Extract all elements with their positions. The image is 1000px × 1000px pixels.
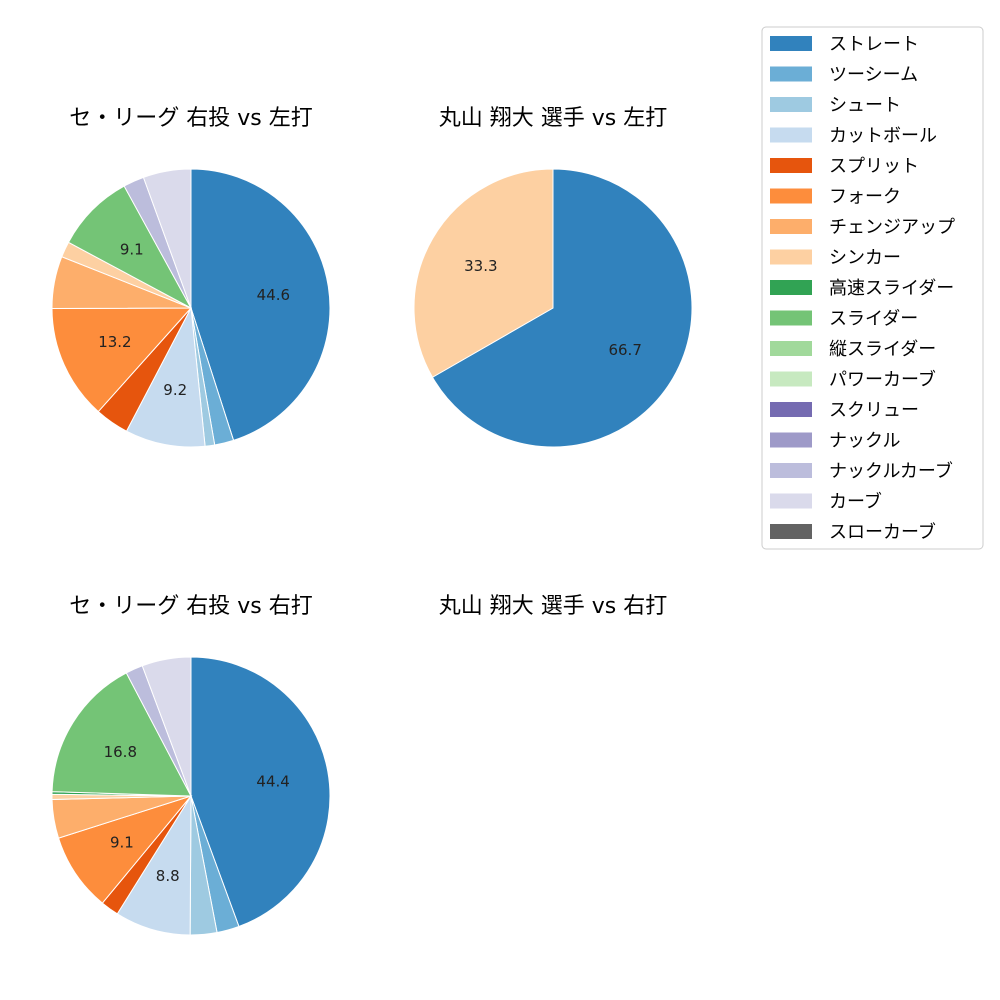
legend-swatch-10 — [770, 310, 812, 326]
legend-swatch-6 — [770, 188, 812, 204]
legend-label-16: カーブ — [829, 491, 882, 513]
legend-swatch-13 — [770, 402, 812, 417]
pie-slices-2: 66.7 33.3 — [413, 168, 693, 448]
pie-slice-2-1 — [431, 168, 693, 448]
pie-chart-3: セ・リーグ 右投 vs 右打 44.4 8.8 9.1 16.8 — [51, 594, 331, 936]
pie-slice-3-10 — [51, 672, 192, 797]
chart-title-4: 丸山 翔大 選手 vs 右打 — [439, 594, 667, 619]
legend-frame — [761, 26, 984, 550]
legend-label-5: スプリット — [829, 156, 919, 177]
legend-label-9: 高速スライダー — [829, 278, 954, 299]
legend: ストレートツーシームシュートカットボールスプリットフォークチェンジアップシンカー… — [761, 26, 984, 550]
legend-label-10: スライダー — [829, 309, 918, 330]
legend-label-8: シンカー — [829, 248, 901, 269]
slice-label-3-10: 16.8 — [104, 743, 137, 761]
legend-label-12: パワーカーブ — [829, 369, 936, 391]
legend-swatch-15 — [770, 463, 812, 478]
legend-swatch-11 — [770, 341, 812, 356]
legend-label-14: ナックル — [829, 431, 900, 452]
pie-slice-1-9 — [67, 185, 193, 310]
slice-label-1-1: 44.6 — [257, 286, 290, 304]
legend-swatch-2 — [770, 66, 812, 82]
legend-label-7: チェンジアップ — [829, 217, 955, 238]
slice-label-1-9: 9.1 — [120, 240, 144, 258]
legend-swatch-8 — [770, 249, 812, 265]
legend-swatch-1 — [770, 36, 812, 51]
legend-label-13: スクリュー — [829, 400, 919, 421]
pie-chart-1: セ・リーグ 右投 vs 左打 44.6 9.2 13.2 9.1 — [51, 106, 331, 448]
pie-slice-1-1 — [190, 168, 331, 441]
legend-swatch-14 — [770, 432, 812, 448]
legend-label-1: ストレート — [829, 34, 919, 55]
legend-items: ストレートツーシームシュートカットボールスプリットフォークチェンジアップシンカー… — [770, 34, 955, 543]
legend-label-4: カットボール — [829, 126, 937, 147]
slice-label-3-1: 44.4 — [256, 772, 289, 790]
legend-swatch-4 — [770, 127, 812, 143]
legend-label-11: 縦スライダー — [829, 339, 936, 360]
chart-title-2: 丸山 翔大 選手 vs 左打 — [439, 106, 667, 131]
pie-slice-1-6 — [51, 307, 193, 413]
chart-title-3: セ・リーグ 右投 vs 右打 — [69, 594, 312, 619]
legend-swatch-12 — [770, 371, 812, 387]
legend-swatch-5 — [770, 158, 812, 173]
pie-chart-4: 丸山 翔大 選手 vs 右打 — [439, 594, 667, 619]
legend-swatch-9 — [770, 280, 812, 295]
slice-label-2-1: 66.7 — [608, 341, 641, 359]
legend-label-3: シュート — [829, 95, 901, 116]
legend-label-6: フォーク — [829, 187, 901, 208]
pie-slice-1-4 — [125, 306, 206, 448]
slice-label-3-6: 9.1 — [110, 834, 134, 852]
legend-swatch-17 — [770, 524, 812, 539]
slice-label-3-4: 8.8 — [156, 867, 180, 885]
pie-slice-3-1 — [190, 656, 331, 928]
legend-label-17: スローカーブ — [829, 521, 936, 543]
pie-slice-1-11 — [142, 168, 192, 309]
pie-chart-2: 丸山 翔大 選手 vs 左打 66.7 33.3 — [413, 106, 693, 448]
legend-label-2: ツーシーム — [829, 65, 918, 86]
pie-slices-3: 44.4 8.8 9.1 16.8 — [51, 656, 331, 936]
legend-swatch-16 — [770, 493, 812, 509]
slice-label-1-4: 9.2 — [163, 381, 187, 399]
pie-slice-3-12 — [141, 656, 192, 797]
legend-label-15: ナックルカーブ — [829, 460, 953, 482]
slice-label-1-6: 13.2 — [98, 333, 131, 351]
legend-swatch-3 — [770, 97, 812, 112]
pie-slice-3-6 — [57, 795, 193, 904]
legend-swatch-7 — [770, 219, 812, 234]
slice-label-2-2: 33.3 — [464, 257, 497, 275]
chart-title-1: セ・リーグ 右投 vs 左打 — [69, 106, 312, 131]
pie-slices-1: 44.6 9.2 13.2 9.1 — [51, 168, 331, 448]
pie-slice-2-2 — [413, 168, 554, 378]
